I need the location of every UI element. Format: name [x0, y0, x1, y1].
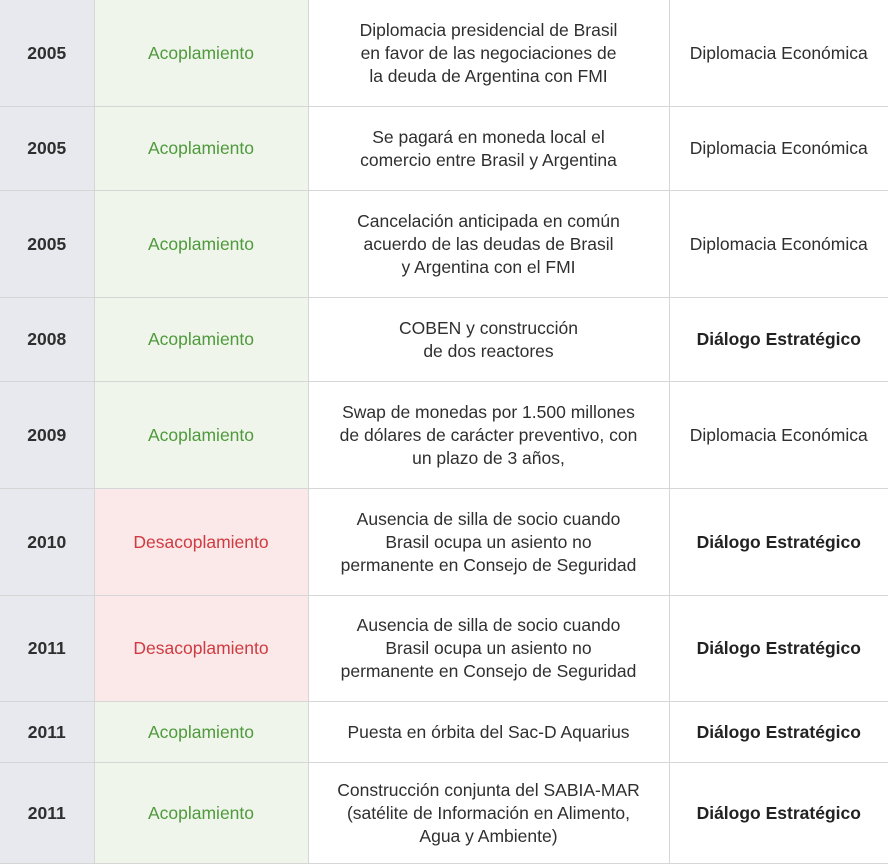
event-cell: Se pagará en moneda local el comercio ent… [307, 106, 670, 191]
event-line: (satélite de Información en Alimento, [346, 802, 631, 823]
status-cell: Acoplamiento [93, 297, 309, 382]
event-line: Agua y Ambiente) [419, 825, 558, 846]
table-row: 2005 Acoplamiento Se pagará en moneda loca… [0, 106, 888, 191]
year-cell: 2010 [0, 488, 95, 596]
event-cell: Cancelación anticipada en común acuerdo d… [307, 190, 670, 298]
event-line: Puesta en órbita del Sac-D Aquarius [347, 721, 630, 742]
event-line: un plazo de 3 años, [412, 447, 565, 468]
event-line: Se pagará en moneda local el [372, 126, 605, 147]
table-row: 2005 Acoplamiento Cancelación anticipada e… [0, 190, 888, 298]
table-row: 2011 Desacoplamiento Ausencia de silla de … [0, 595, 888, 702]
year-cell: 2005 [0, 190, 95, 298]
event-line: permanente en Consejo de Seguridad [340, 554, 637, 575]
event-cell: Ausencia de silla de socio cuando Brasil … [307, 488, 670, 596]
category-cell: Diplomacia Económica [668, 381, 888, 489]
year-cell: 2011 [0, 701, 95, 763]
status-cell: Acoplamiento [93, 0, 309, 107]
event-line: Construcción conjunta del SABIA-MAR [337, 779, 640, 800]
table-row: 2010 Desacoplamiento Ausencia de silla de … [0, 488, 888, 596]
status-label: Acoplamiento [147, 138, 255, 158]
status-label: Desacoplamiento [133, 638, 269, 658]
category-cell: Diplomacia Económica [668, 190, 888, 298]
status-cell: Acoplamiento [93, 762, 309, 864]
category-cell: Diplomacia Económica [668, 0, 888, 107]
year-cell: 2011 [0, 595, 95, 702]
status-cell: Desacoplamiento [93, 488, 309, 596]
status-label: Acoplamiento [147, 721, 255, 742]
table-row: 2011 Acoplamiento Puesta en órbita del Sac… [0, 701, 888, 763]
event-line: Brasil ocupa un asiento no [385, 638, 592, 658]
event-line: Brasil ocupa un asiento no [385, 531, 592, 552]
year-cell: 2011 [0, 762, 95, 864]
table-row: 2008 Acoplamiento COBEN y construcción de d… [0, 297, 888, 382]
event-line: Ausencia de silla de socio cuando [356, 615, 621, 635]
category-cell: Diálogo Estratégico [668, 762, 888, 864]
category-cell: Diálogo Estratégico [668, 595, 888, 702]
status-cell: Acoplamiento [93, 190, 309, 298]
status-label: Acoplamiento [147, 42, 255, 63]
event-cell: Puesta en órbita del Sac-D Aquarius [307, 701, 670, 763]
status-label: Acoplamiento [147, 329, 255, 349]
table-row: 2005 Acoplamiento Diplomacia presidencial … [0, 0, 888, 107]
status-cell: Acoplamiento [93, 106, 309, 191]
event-line: de dólares de carácter preventivo, con [339, 424, 638, 445]
year-cell: 2005 [0, 0, 95, 107]
event-line: permanente en Consejo de Seguridad [340, 661, 637, 681]
status-cell: Acoplamiento [93, 381, 309, 489]
category-cell: Diálogo Estratégico [668, 701, 888, 763]
status-label: Acoplamiento [147, 424, 255, 445]
event-line: y Argentina con el FMI [401, 256, 576, 277]
category-cell: Diplomacia Económica [668, 106, 888, 191]
event-line: Diplomacia presidencial de Brasil [359, 19, 618, 40]
category-cell: Diálogo Estratégico [668, 297, 888, 382]
table-row: 2011 Acoplamiento Construcción conjunta de… [0, 762, 888, 864]
event-cell: COBEN y construcción de dos reactores [307, 297, 670, 382]
year-cell: 2009 [0, 381, 95, 489]
category-cell: Diálogo Estratégico [668, 488, 888, 596]
status-cell: Acoplamiento [93, 701, 309, 763]
event-line: comercio entre Brasil y Argentina [360, 149, 617, 170]
event-cell: Swap de monedas por 1.500 millones de dól… [307, 381, 670, 489]
event-line: Swap de monedas por 1.500 millones [342, 401, 635, 422]
table-row: 2009 Acoplamiento Swap de monedas por 1.50… [0, 381, 888, 489]
year-cell: 2005 [0, 106, 95, 191]
event-line: COBEN y construcción [399, 317, 578, 338]
event-line: en favor de las negociaciones de [360, 42, 617, 63]
event-cell: Construcción conjunta del SABIA-MAR (saté… [307, 762, 670, 864]
status-label: Acoplamiento [147, 233, 255, 254]
event-cell: Diplomacia presidencial de Brasil en favo… [307, 0, 670, 107]
event-line: la deuda de Argentina con FMI [369, 65, 608, 86]
status-cell: Desacoplamiento [93, 595, 309, 702]
event-line: Ausencia de silla de socio cuando [356, 508, 621, 529]
status-label: Desacoplamiento [133, 531, 269, 552]
event-line: de dos reactores [423, 340, 554, 361]
event-cell: Ausencia de silla de socio cuando Brasil … [307, 595, 670, 702]
event-line: acuerdo de las deudas de Brasil [363, 233, 614, 254]
event-line: Cancelación anticipada en común [357, 210, 620, 231]
status-label: Acoplamiento [147, 802, 255, 823]
year-cell: 2008 [0, 297, 95, 382]
